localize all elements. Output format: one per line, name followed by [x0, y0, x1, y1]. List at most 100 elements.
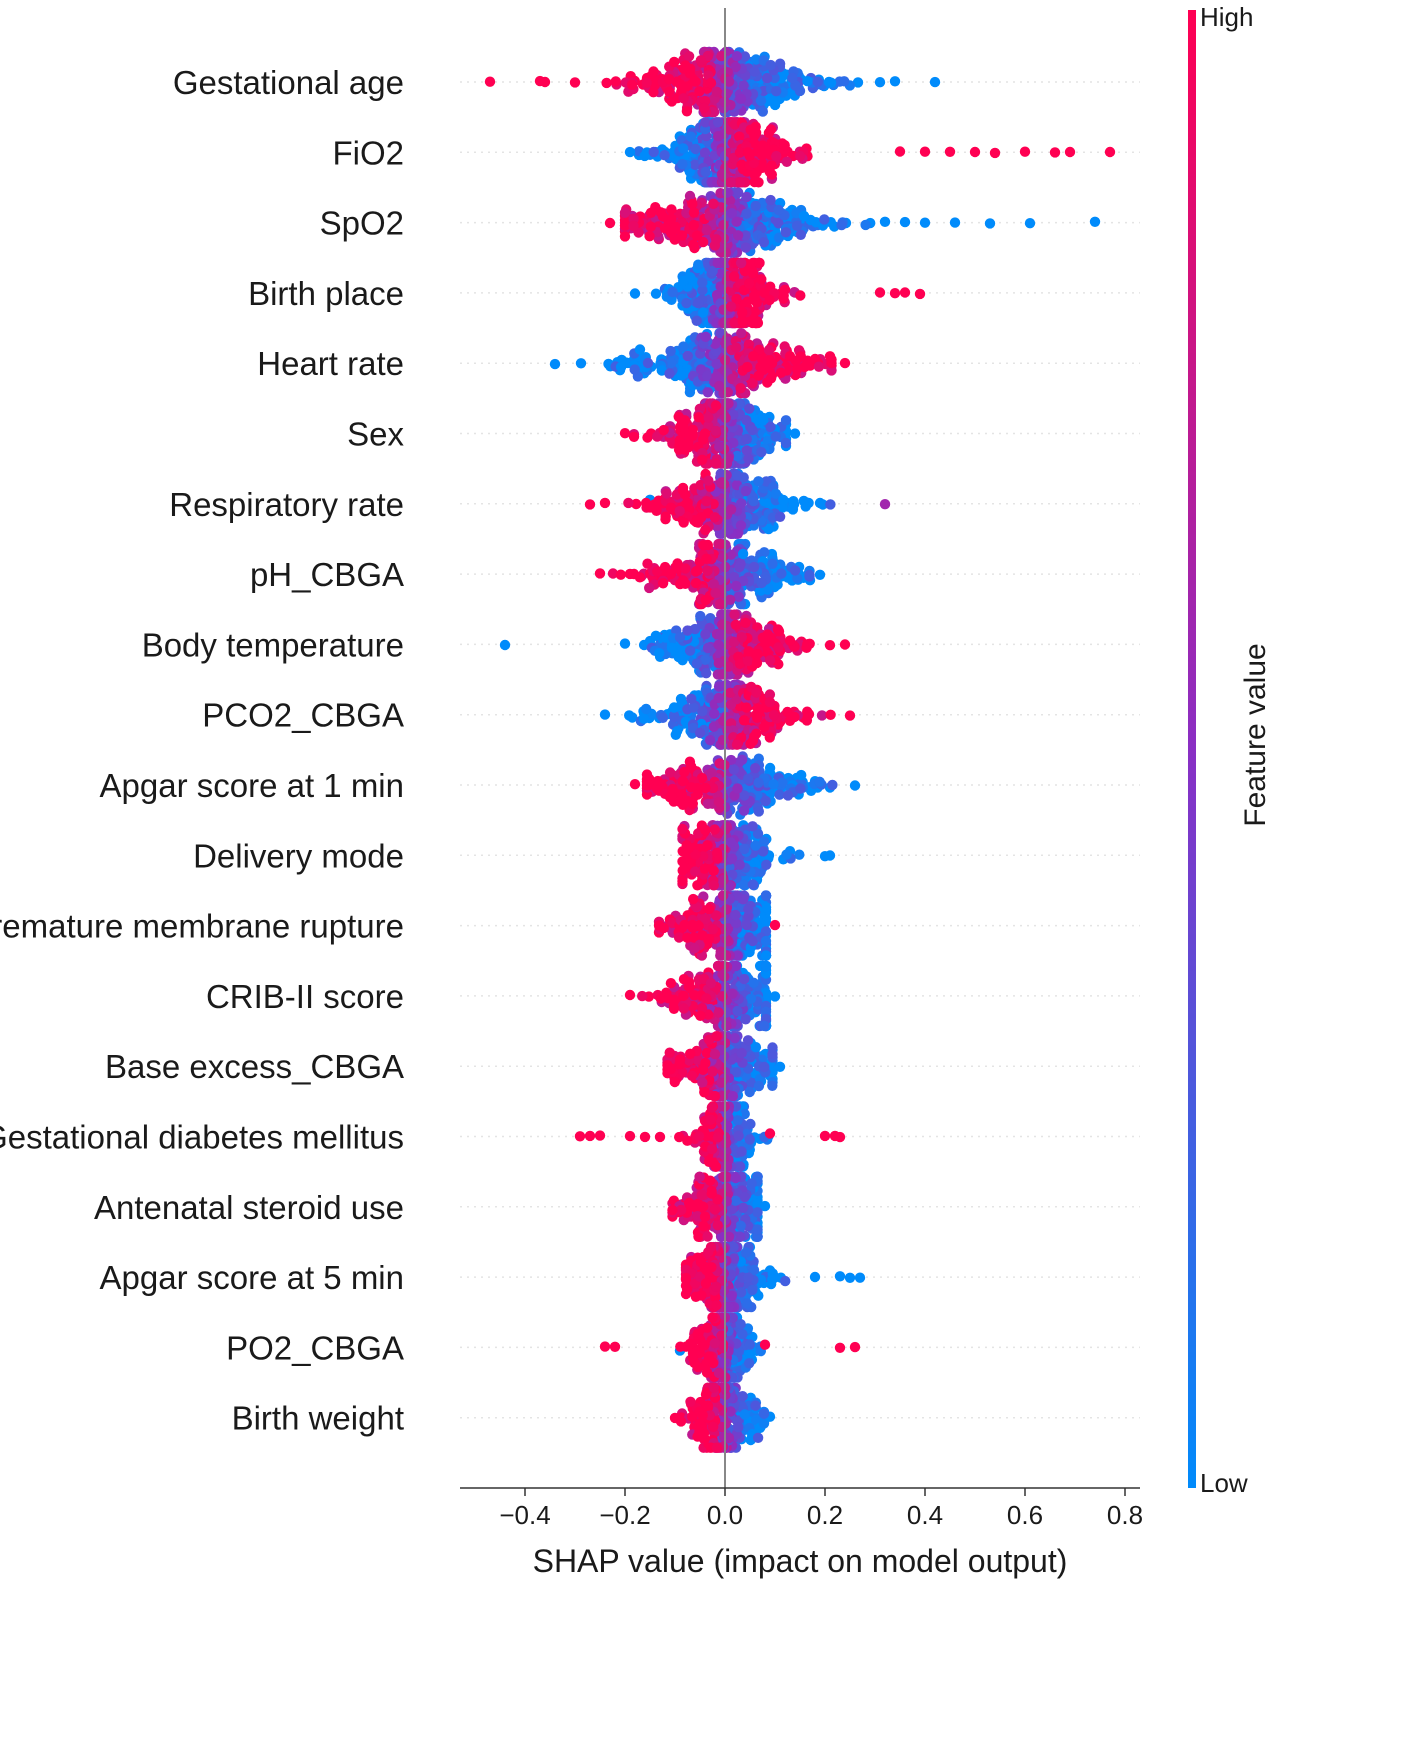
- shap-dot: [773, 642, 784, 653]
- shap-dot: [741, 445, 752, 456]
- shap-dot: [740, 1014, 751, 1025]
- shap-dot: [874, 77, 886, 88]
- shap-dot: [705, 735, 716, 746]
- shap-dot: [666, 642, 678, 653]
- shap-dot: [761, 859, 772, 870]
- shap-dot: [569, 77, 581, 88]
- shap-dot: [780, 415, 792, 426]
- shap-dot: [706, 1143, 718, 1155]
- shap-dot: [619, 638, 631, 649]
- feature-label: PCO2_CBGA: [202, 697, 404, 734]
- shap-dot: [667, 1204, 678, 1216]
- shap-dot: [780, 1275, 791, 1287]
- shap-dot: [695, 364, 707, 375]
- shap-dot: [634, 572, 646, 583]
- shap-dot: [735, 93, 747, 105]
- shap-dots: [484, 46, 1116, 1453]
- shap-dot: [789, 565, 801, 576]
- shap-dot: [727, 1091, 739, 1102]
- shap-dot: [734, 561, 745, 573]
- shap-dot: [748, 561, 760, 573]
- shap-dot: [747, 1284, 758, 1296]
- shap-dot: [709, 512, 720, 523]
- shap-dot: [716, 50, 727, 62]
- shap-dot: [678, 93, 689, 104]
- shap-dot: [604, 217, 616, 229]
- shap-dot: [713, 796, 725, 808]
- shap-dot: [721, 1020, 732, 1032]
- shap-dot: [777, 777, 788, 788]
- shap-dot: [678, 143, 689, 154]
- shap-dot: [760, 358, 772, 369]
- shap-dot: [747, 377, 758, 389]
- shap-dot: [730, 960, 742, 972]
- shap-dot: [668, 1003, 680, 1014]
- shap-dot: [731, 51, 743, 62]
- shap-dot: [666, 213, 677, 224]
- shap-dot: [732, 950, 743, 961]
- feature-label: Gestational age: [173, 64, 404, 101]
- shap-dot: [1049, 147, 1061, 158]
- shap-dot: [677, 159, 688, 170]
- shap-dot: [732, 450, 743, 462]
- shap-dot: [710, 400, 722, 411]
- shap-dot: [791, 220, 803, 231]
- shap-dot: [682, 625, 693, 636]
- shap-dot: [827, 779, 838, 791]
- shap-dot: [755, 95, 767, 107]
- shap-dot: [711, 371, 722, 382]
- shap-dot: [756, 447, 767, 458]
- shap-dot: [693, 259, 704, 270]
- shap-dot: [795, 290, 806, 301]
- shap-dot: [725, 504, 737, 515]
- shap-dot: [894, 146, 906, 157]
- shap-dot: [767, 1080, 778, 1092]
- shap-dot: [795, 229, 806, 240]
- shap-dot: [762, 377, 773, 388]
- shap-dot: [610, 76, 621, 87]
- shap-dot: [706, 1102, 718, 1113]
- shap-dot: [781, 849, 792, 860]
- shap-dot: [712, 1132, 724, 1143]
- shap-dot: [839, 76, 850, 87]
- shap-dot: [789, 428, 801, 439]
- shap-dot: [700, 782, 711, 794]
- shap-dot: [594, 1130, 606, 1141]
- feature-label: Gestational diabetes mellitus: [0, 1119, 404, 1156]
- shap-dot: [661, 991, 672, 1002]
- shap-dot: [712, 1220, 723, 1231]
- shap-dot: [778, 494, 789, 506]
- shap-dot: [703, 903, 715, 915]
- shap-dot: [666, 204, 677, 215]
- shap-dot: [697, 1201, 709, 1212]
- shap-dot: [669, 712, 680, 723]
- shap-dot: [644, 231, 655, 242]
- shap-dot: [677, 875, 688, 887]
- shap-dot: [741, 1247, 752, 1258]
- shap-dot: [687, 198, 698, 210]
- shap-dot: [730, 61, 741, 73]
- shap-dot: [677, 775, 688, 787]
- shap-dot: [728, 764, 740, 775]
- shap-dot: [749, 66, 760, 77]
- shap-dot: [705, 1114, 716, 1125]
- shap-dot: [764, 696, 776, 708]
- shap-dot: [753, 1080, 765, 1092]
- shap-dot: [687, 798, 698, 809]
- shap-dot: [639, 1131, 651, 1143]
- shap-dot: [713, 639, 724, 651]
- shap-dot: [741, 191, 752, 203]
- shap-dot: [651, 783, 663, 794]
- shap-dot: [709, 1091, 720, 1102]
- shap-dot: [640, 703, 652, 715]
- shap-dot: [696, 1189, 707, 1201]
- shap-dot: [690, 866, 701, 877]
- shap-dot: [678, 974, 690, 985]
- shap-dot: [680, 578, 691, 589]
- shap-dot: [740, 617, 751, 628]
- shap-dot: [648, 146, 659, 158]
- shap-dot: [678, 368, 690, 379]
- shap-dot: [732, 1005, 743, 1017]
- shap-dot: [728, 572, 740, 583]
- shap-dot: [756, 274, 767, 285]
